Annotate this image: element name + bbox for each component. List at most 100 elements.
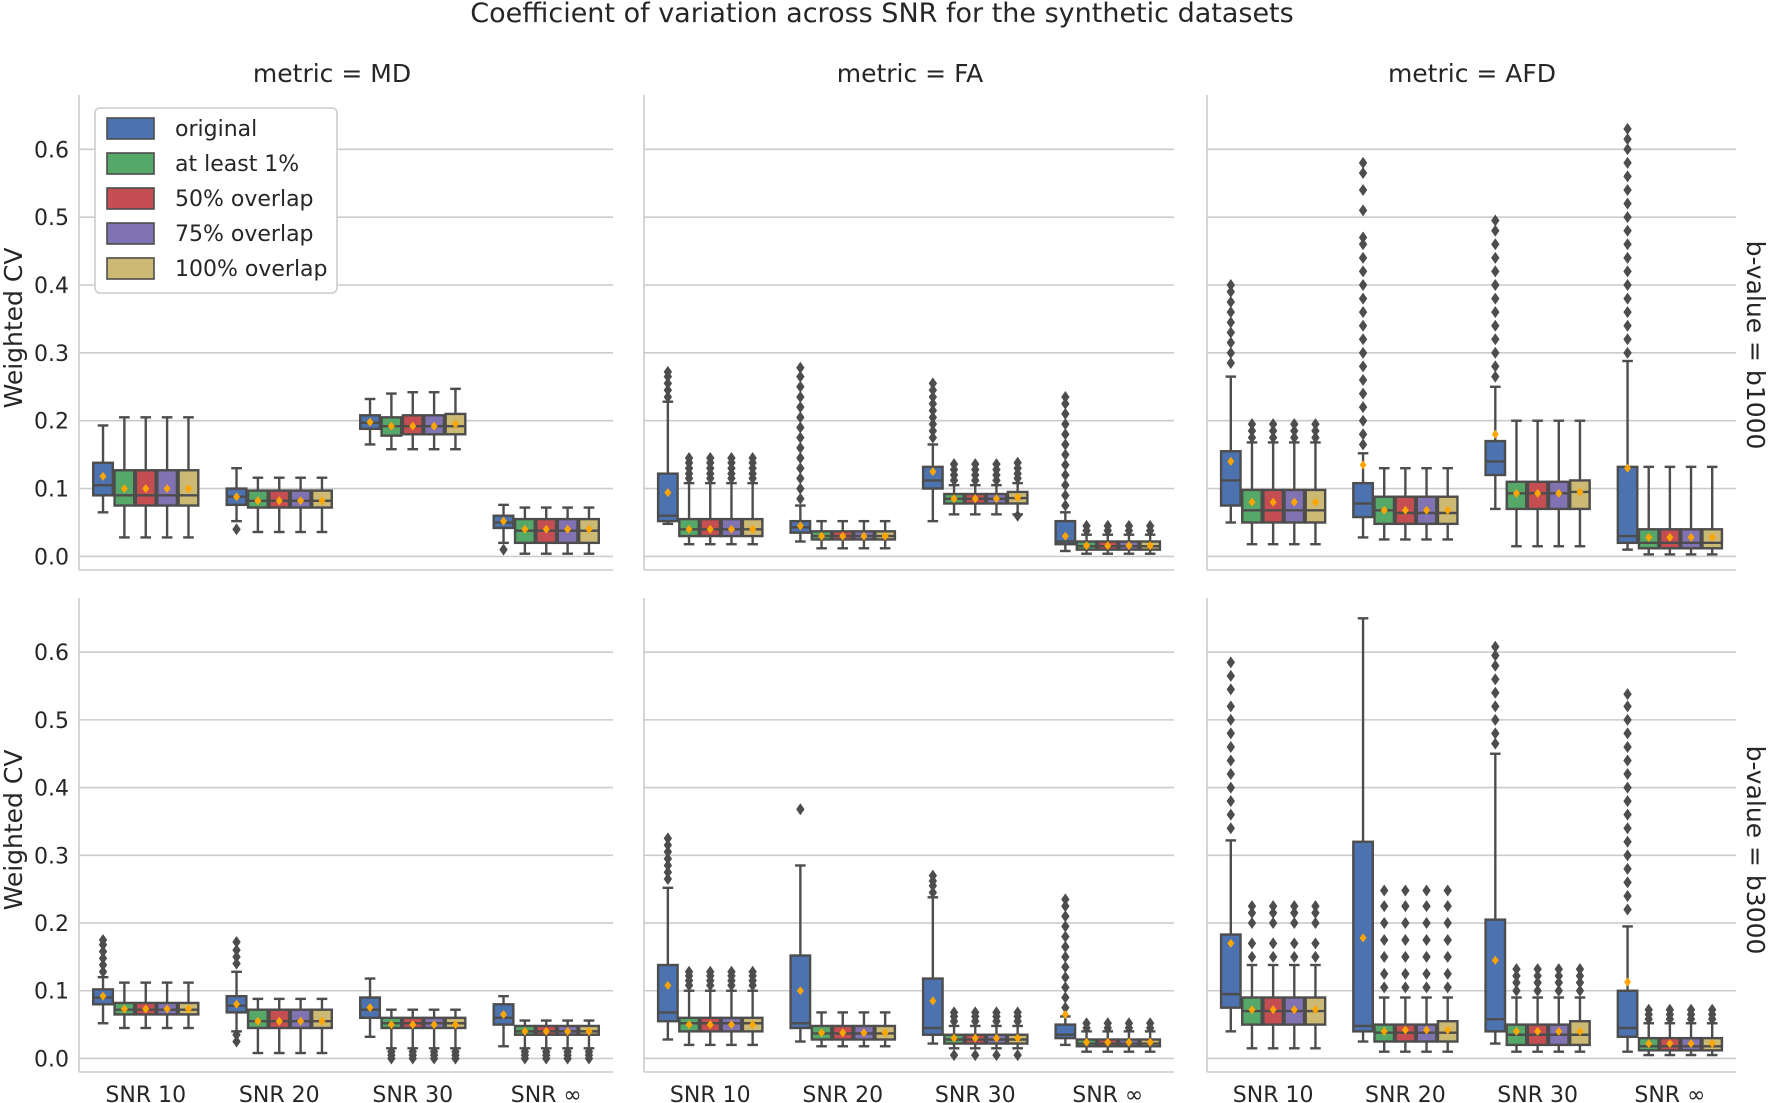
mean-marker (409, 1020, 417, 1030)
outlier-point (1226, 357, 1236, 370)
mean-marker (1380, 1026, 1388, 1036)
outlier-point (1290, 950, 1299, 963)
x-tick-label: SNR 30 (372, 1083, 453, 1103)
panel-b3000-MD: 0.0 0.1 0.2 0.3 0.4 0.5 0.6 SNR 10 SNR 20 SNR 30 S… (34, 598, 613, 1103)
box-100-overlap-snr-20 (874, 1011, 897, 1048)
mean-marker (387, 421, 395, 431)
outlier-point (949, 458, 959, 471)
mean-marker (1687, 1039, 1695, 1049)
outlier-point (992, 1006, 1001, 1019)
box-at-least-1-snr-10 (1241, 418, 1263, 546)
mean-marker (950, 494, 958, 504)
outlier-point (1061, 981, 1070, 994)
box-at-least-1-snr-30 (1505, 419, 1528, 548)
outlier-point (1491, 737, 1500, 750)
mean-marker (1104, 1037, 1112, 1047)
outlier-point (1247, 418, 1257, 431)
outlier-point (1226, 754, 1236, 767)
x-tick-label: SNR 10 (1233, 1083, 1314, 1103)
outlier-point (232, 944, 241, 957)
outlier-point (992, 1049, 1001, 1062)
outlier-point (1443, 900, 1452, 913)
outlier-point (1358, 204, 1368, 217)
box-at-least-1-snr-20 (810, 1011, 833, 1048)
box-at-least-1-snr (1075, 1017, 1098, 1053)
mean-marker (233, 999, 241, 1009)
outlier-point (1311, 906, 1320, 919)
box-original-snr-30 (1484, 214, 1507, 511)
box-75-overlap-snr-30 (1547, 419, 1570, 548)
outlier-point (98, 952, 108, 965)
outlier-point (1311, 900, 1320, 913)
box-75-overlap-snr (1680, 465, 1702, 556)
mean-marker (1444, 505, 1452, 515)
mean-marker (1512, 1026, 1520, 1036)
outlier-point (1380, 917, 1389, 930)
outlier-point (796, 411, 805, 424)
outlier-point (1226, 781, 1236, 794)
box-at-least-1-snr-30 (943, 458, 966, 516)
y-tick-label: 0.5 (34, 709, 69, 734)
box-100-overlap-snr-10 (1304, 900, 1327, 1050)
mean-marker (184, 1004, 192, 1014)
outlier-point (1061, 407, 1070, 420)
x-tick-label: SNR 30 (935, 1083, 1016, 1103)
mean-marker (706, 524, 714, 534)
outlier-point (1491, 292, 1500, 305)
column-title-fa: metric = FA (837, 59, 984, 88)
legend-swatch-75-overlap (106, 222, 155, 245)
y-tick-label: 0.2 (34, 410, 69, 435)
box-75-overlap-snr-30 (1547, 963, 1570, 1053)
outlier-point (1491, 279, 1500, 291)
outlier-point (1422, 950, 1431, 963)
outlier-point (1013, 1006, 1022, 1019)
outlier-point (1443, 981, 1452, 994)
box-75-overlap-snr-20 (1415, 467, 1438, 541)
mean-marker (727, 524, 735, 534)
y-tick-label: 0.6 (34, 641, 69, 666)
box-50-overlap-snr-10 (134, 981, 157, 1030)
box-original-snr-20 (225, 935, 248, 1048)
outlier-point (1665, 1003, 1675, 1016)
y-tick-label: 0.0 (34, 545, 69, 570)
outlier-point (1268, 418, 1278, 431)
box-at-least-1-snr (1075, 519, 1098, 555)
outlier-point (796, 803, 805, 816)
mean-marker (1401, 505, 1409, 515)
y-tick-label: 0.0 (34, 1047, 69, 1072)
mean-marker (796, 986, 804, 996)
mean-marker (1146, 541, 1154, 551)
box-original-snr (492, 994, 515, 1048)
outlier-point (1145, 1017, 1155, 1030)
outlier-point (663, 866, 673, 879)
outlier-point (727, 965, 736, 978)
outlier-point (928, 404, 938, 417)
outlier-point (1358, 414, 1368, 427)
outlier-point (1358, 346, 1368, 359)
mean-marker (1423, 1025, 1431, 1035)
legend-label-original: original (175, 117, 257, 142)
mean-marker (1708, 1039, 1716, 1049)
outlier-point (1268, 906, 1278, 919)
box-100-overlap-snr-20 (1436, 884, 1459, 1053)
outlier-point (1061, 469, 1070, 481)
outlier-point (1268, 431, 1278, 444)
box-75-overlap-snr-10 (720, 965, 743, 1047)
mean-marker (992, 494, 1000, 504)
box-original-snr-30 (921, 869, 944, 1045)
box-original-snr-10 (656, 365, 679, 526)
mean-marker (749, 1020, 757, 1030)
box-original-snr-10 (92, 424, 115, 514)
outlier-point (971, 458, 980, 471)
outlier-point (1226, 279, 1236, 291)
box-at-least-1-snr-30 (380, 1008, 403, 1065)
outlier-point (1061, 479, 1070, 492)
mean-marker (318, 496, 326, 506)
outlier-point (1247, 906, 1257, 919)
box-50-overlap-snr-10 (699, 965, 722, 1047)
outlier-point (1443, 967, 1452, 980)
mean-marker (1269, 497, 1277, 507)
outlier-point (1061, 489, 1070, 502)
outlier-point (1623, 265, 1632, 278)
